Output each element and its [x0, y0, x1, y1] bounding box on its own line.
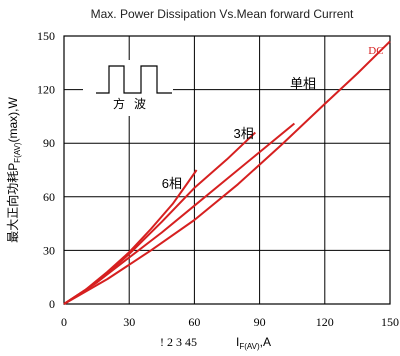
x-axis-label: IF(AV),A	[236, 335, 271, 351]
series-line	[63, 122, 296, 305]
y-tick-label: 60	[43, 190, 55, 204]
y-axis-label-suffix: (max),W	[6, 97, 20, 143]
x-tick-label: 60	[188, 315, 200, 329]
x-tick-labels: 0 30 60 90 120 150	[61, 315, 399, 329]
series-group	[63, 40, 391, 305]
y-tick-labels: 0 30 60 90 120 150	[37, 29, 55, 311]
y-tick-label: 30	[43, 243, 55, 257]
x-axis-label-sub: F(AV)	[239, 342, 260, 351]
series-labels: 6相 3相 单相 DC	[162, 45, 384, 191]
x-axis-garbled-label: ! 2 3 45	[160, 335, 197, 349]
series-label: DC	[368, 45, 383, 57]
x-tick-label: 90	[254, 315, 266, 329]
x-tick-label: 150	[381, 315, 399, 329]
series-line	[63, 40, 391, 305]
y-axis-label: 最大正向功耗PF(AV)(max),W	[5, 97, 22, 243]
y-tick-label: 120	[37, 83, 55, 97]
y-tick-label: 90	[43, 136, 55, 150]
chart-title: Max. Power Dissipation Vs.Mean forward C…	[91, 7, 354, 21]
x-tick-label: 0	[61, 315, 67, 329]
inset-label: 方 波	[113, 96, 146, 111]
x-axis-label-suffix: ,A	[260, 335, 271, 349]
y-axis-label-prefix: 最大正向功耗P	[5, 163, 20, 243]
y-tick-label: 0	[49, 297, 55, 311]
plot-frame	[63, 35, 391, 305]
square-wave-icon	[96, 65, 172, 94]
y-axis-label-sub: F(AV)	[13, 142, 22, 163]
x-axis-label-prefix: I	[236, 335, 239, 349]
series-label: 6相	[162, 176, 182, 191]
y-tick-label: 150	[37, 29, 55, 43]
x-tick-label: 120	[316, 315, 334, 329]
x-tick-label: 30	[123, 315, 135, 329]
grid	[64, 36, 390, 304]
series-label: 3相	[234, 126, 254, 141]
series-label: 单相	[290, 76, 316, 91]
square-wave-inset: 方 波	[83, 60, 173, 116]
